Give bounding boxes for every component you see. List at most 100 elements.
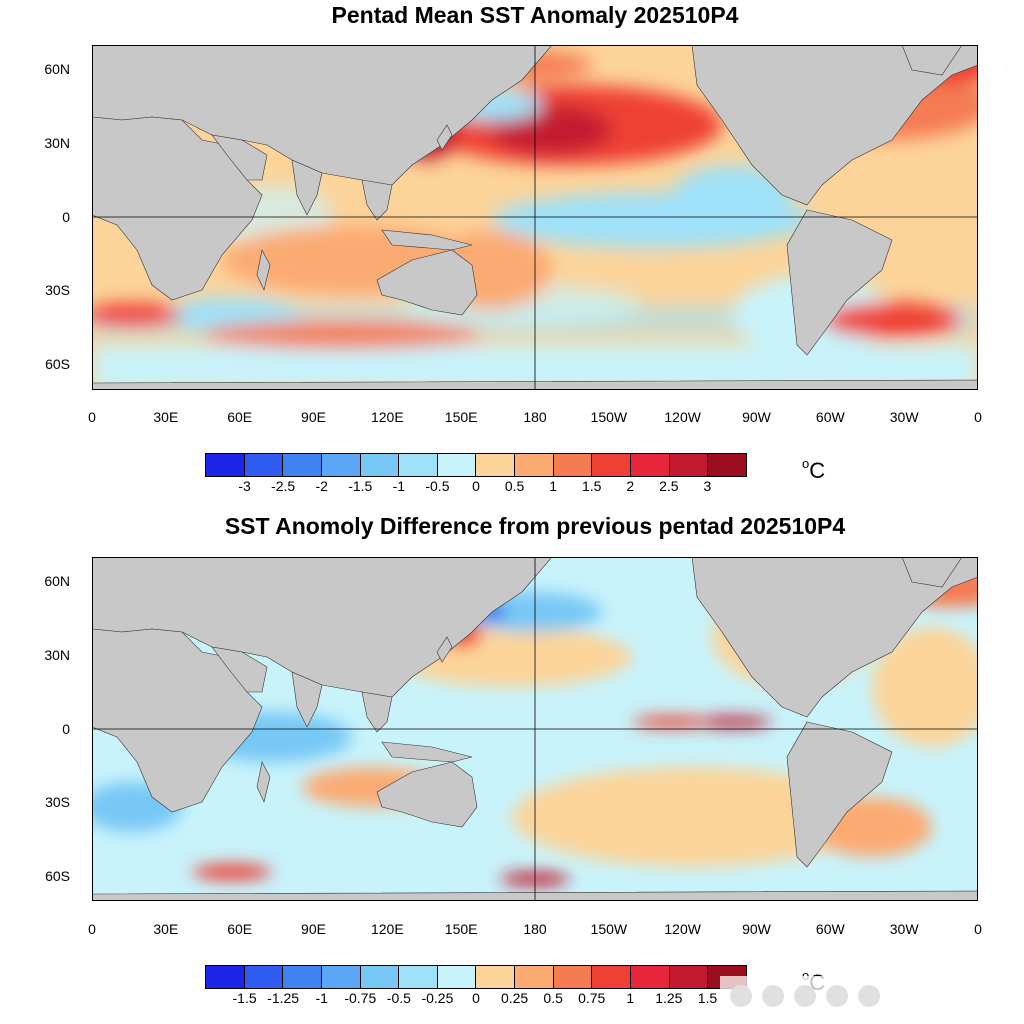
map2-title: SST Anomoly Difference from previous pen…	[224, 513, 846, 539]
lon-label: 60E	[227, 409, 253, 425]
lon-label: 120W	[664, 921, 701, 937]
colorbar-tick-label: -0.75	[344, 990, 377, 1006]
colorbar-tick-label: -1	[392, 478, 406, 494]
lat-label: 30S	[45, 282, 70, 298]
lat-label: 30S	[45, 794, 70, 810]
map1-title: Pentad Mean SST Anomaly 202510P4	[331, 2, 739, 28]
lon-label: 0	[974, 921, 982, 937]
colorbar-tick-label: -2.5	[271, 478, 296, 494]
lon-label: 180	[523, 409, 547, 425]
avatar-icon	[826, 985, 848, 1007]
colorbar-tick-label: 2.5	[659, 478, 679, 494]
colorbar-swatch	[476, 966, 516, 988]
lat-label: 0	[62, 721, 70, 737]
lon-label: 90W	[742, 921, 771, 937]
colorbar-swatch	[321, 966, 361, 988]
lon-label: 90E	[301, 409, 326, 425]
lon-label: 150W	[590, 921, 628, 937]
lon-label: 30E	[153, 409, 179, 425]
colorbar-tick-label: -0.5	[386, 990, 411, 1006]
land-masses	[92, 557, 978, 901]
colorbar-swatch	[244, 454, 284, 476]
colorbar-tick-label: -3	[238, 478, 251, 494]
colorbar-swatch	[553, 454, 593, 476]
colorbar-tick-label: 0	[472, 990, 480, 1006]
sst-anomaly-map	[92, 45, 978, 390]
colorbar-tick-label: 3	[703, 478, 712, 494]
colorbar-swatch	[476, 454, 516, 476]
lat-label: 30N	[44, 647, 70, 663]
lon-label: 90E	[301, 921, 326, 937]
lon-label: 150W	[590, 409, 628, 425]
colorbar-tick-label: 0.5	[504, 478, 525, 494]
lat-label: 0	[62, 209, 70, 225]
colorbar-swatch	[244, 966, 284, 988]
lon-label: 150E	[444, 921, 478, 937]
colorbar-swatch	[631, 966, 670, 988]
colorbar-tick-label: 2	[626, 478, 635, 494]
lon-label: 180	[523, 921, 547, 937]
lon-label: 0	[974, 409, 982, 425]
colorbar-tick-label: -1.5	[348, 478, 373, 494]
avatar-icon	[794, 985, 816, 1007]
lon-label: 90W	[742, 409, 771, 425]
colorbar-tick-label: -2	[315, 478, 328, 494]
lon-label: 30E	[153, 921, 179, 937]
colorbar-swatch	[553, 966, 593, 988]
colorbar-tick-label: 1.25	[655, 990, 683, 1006]
colorbar-tick-label: -1.25	[267, 990, 300, 1006]
lon-label: 30W	[889, 409, 919, 425]
land-masses	[92, 45, 978, 390]
colorbar-swatch	[631, 454, 670, 476]
lon-label: 60E	[227, 921, 253, 937]
colorbar-swatch	[283, 966, 322, 988]
lon-label: 120E	[370, 921, 404, 937]
colorbar-swatch	[283, 454, 322, 476]
colorbar-tick-label: 1	[626, 990, 635, 1006]
colorbar-tick-label: 0.5	[543, 990, 563, 1006]
colorbar-swatch	[515, 966, 554, 988]
colorbar-tick-label: 1.5	[697, 990, 718, 1006]
lon-label: 120E	[370, 409, 404, 425]
colorbar-swatch	[206, 454, 245, 476]
colorbar-swatch	[399, 966, 438, 988]
colorbar-swatch	[321, 454, 361, 476]
lon-label: 0	[88, 921, 96, 937]
lon-label: 150E	[444, 409, 478, 425]
lon-label: 30W	[889, 921, 919, 937]
colorbar-tick-label: 0.25	[500, 990, 529, 1006]
unit-label: oC	[802, 456, 826, 483]
lat-label: 60S	[45, 868, 70, 884]
colorbar-swatch	[437, 966, 477, 988]
lon-label: 60W	[815, 921, 845, 937]
watermark-overlay	[720, 976, 1020, 1016]
colorbar-swatch	[708, 454, 746, 476]
colorbar-tick-label: -0.25	[421, 990, 454, 1006]
lon-label: 60W	[815, 409, 845, 425]
colorbar-swatch	[206, 966, 245, 988]
colorbar-tick-label: -1	[315, 990, 328, 1006]
lon-label: 0	[88, 409, 96, 425]
colorbar-tick-label: -0.5	[425, 478, 450, 494]
lat-label: 60N	[44, 61, 70, 77]
lat-label: 60N	[44, 573, 70, 589]
colorbar-tick-label: 0.75	[578, 990, 606, 1006]
avatar-icon	[730, 985, 752, 1007]
lat-label: 30N	[44, 135, 70, 151]
colorbar-swatch	[360, 454, 400, 476]
colorbar-swatch	[592, 966, 632, 988]
colorbar-swatch	[437, 454, 477, 476]
colorbar-tick-label: 1	[549, 478, 558, 494]
lon-label: 120W	[664, 409, 701, 425]
colorbar-tick-label: 0	[472, 478, 480, 494]
colorbar-swatch	[360, 966, 400, 988]
avatar-icon	[858, 985, 880, 1007]
colorbar-tick-label: 1.5	[581, 478, 602, 494]
lat-label: 60S	[45, 356, 70, 372]
colorbar-sst-anomaly	[205, 453, 747, 477]
colorbar-swatch	[399, 454, 438, 476]
sst-difference-map	[92, 557, 978, 901]
colorbar-sst-difference	[205, 965, 747, 989]
colorbar-swatch	[669, 454, 709, 476]
avatar-icon	[762, 985, 784, 1007]
